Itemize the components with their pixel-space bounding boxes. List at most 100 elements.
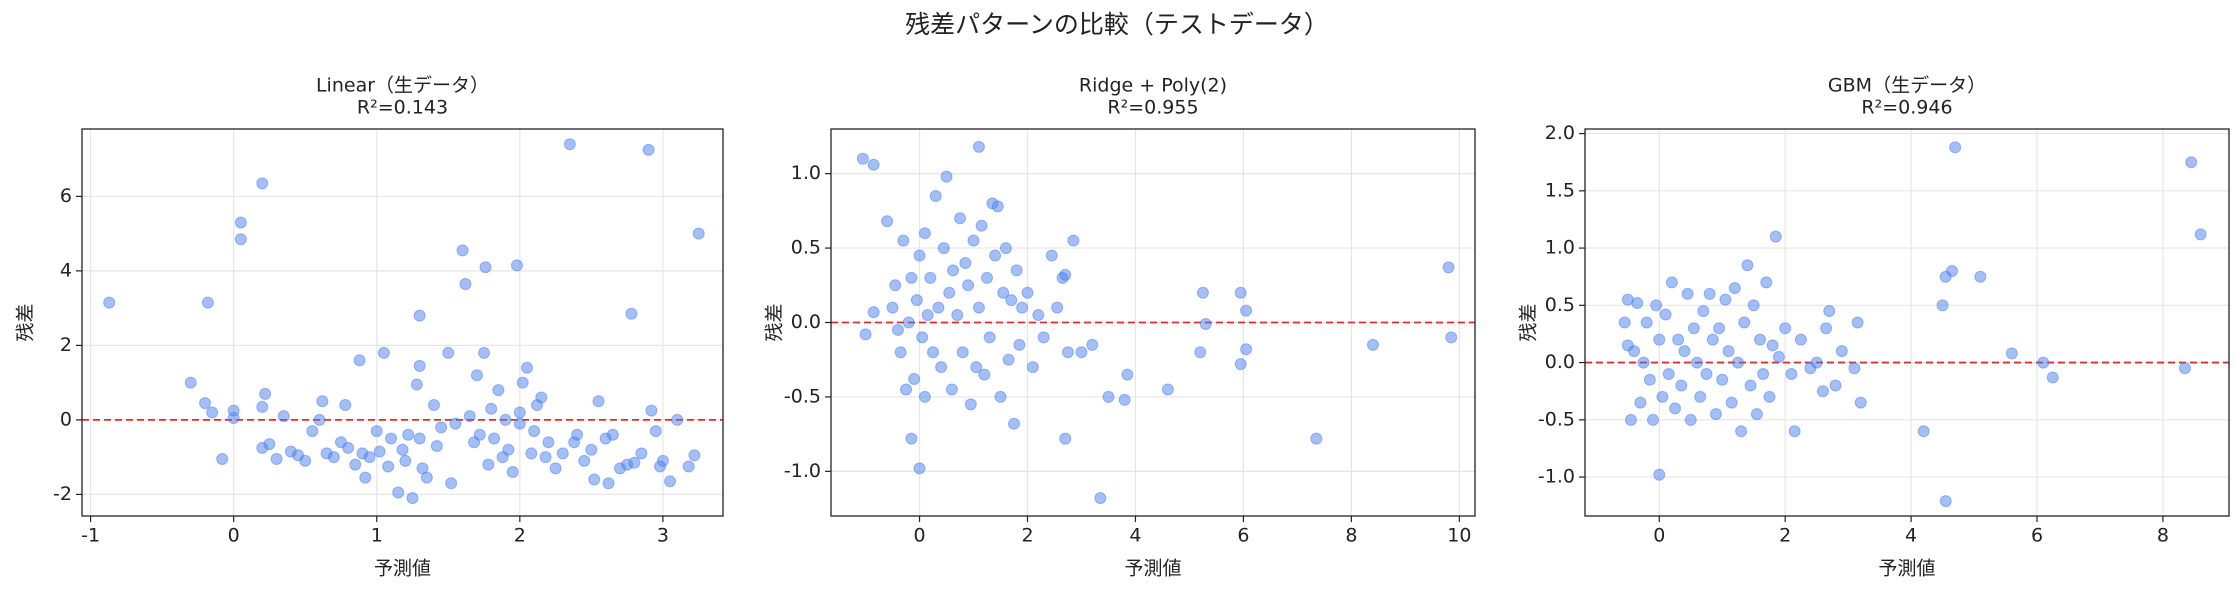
point	[628, 456, 641, 469]
point	[406, 492, 419, 505]
point	[377, 346, 390, 359]
point	[588, 473, 601, 486]
point	[556, 447, 569, 460]
point	[642, 143, 655, 156]
point	[1640, 316, 1653, 329]
point	[463, 410, 476, 423]
point	[1672, 333, 1685, 346]
point	[692, 227, 705, 240]
point	[382, 460, 395, 473]
point	[370, 425, 383, 438]
y-tick-label: 4	[60, 259, 72, 281]
point	[502, 443, 515, 456]
point	[924, 271, 937, 284]
point	[1161, 383, 1174, 396]
point	[479, 261, 492, 274]
point	[1757, 368, 1770, 381]
point	[1634, 396, 1647, 409]
point	[1785, 368, 1798, 381]
point	[1234, 358, 1247, 371]
x-tick-label: 2	[514, 525, 526, 547]
y-axis-label: 残差	[764, 303, 786, 341]
x-tick-label: 8	[2157, 525, 2169, 547]
point	[103, 296, 116, 309]
x-tick-label: 4	[1905, 525, 1917, 547]
point	[549, 462, 562, 475]
point	[859, 328, 872, 341]
point	[456, 244, 469, 257]
point	[2046, 371, 2059, 384]
x-tick-label: 10	[1447, 525, 1471, 547]
axes-frame	[1584, 128, 2230, 517]
point	[1681, 287, 1694, 300]
point	[1823, 305, 1836, 318]
point	[1974, 270, 1987, 283]
point	[427, 399, 440, 412]
y-tick-label: 0.5	[791, 237, 821, 259]
point	[1650, 299, 1663, 312]
y-tick-label: 2.0	[1545, 122, 1575, 144]
point	[2185, 156, 2198, 169]
point	[363, 451, 376, 464]
point	[430, 439, 443, 452]
point	[1196, 286, 1209, 299]
point	[1939, 495, 1952, 508]
point	[1086, 338, 1099, 351]
point	[399, 454, 412, 467]
point	[385, 432, 398, 445]
x-tick-label: -1	[81, 525, 100, 547]
point	[1728, 282, 1741, 295]
point	[994, 390, 1007, 403]
point	[913, 249, 926, 262]
point	[578, 454, 591, 467]
point	[1917, 425, 1930, 438]
point	[1032, 309, 1045, 322]
point	[528, 425, 541, 438]
point	[201, 296, 214, 309]
point	[206, 406, 219, 419]
subplot-subtitle: R²=0.143	[357, 97, 448, 119]
point	[1669, 402, 1682, 415]
point	[571, 428, 584, 441]
point	[445, 477, 458, 490]
point	[927, 346, 940, 359]
point	[525, 447, 538, 460]
point	[263, 438, 276, 451]
point	[1949, 141, 1962, 154]
point	[946, 264, 959, 277]
point	[1820, 322, 1833, 335]
point	[353, 354, 366, 367]
point	[299, 454, 312, 467]
point	[1013, 338, 1026, 351]
x-tick-label: 0	[1653, 525, 1665, 547]
y-tick-label: 0.0	[1545, 351, 1575, 373]
y-axis-label: 残差	[1518, 303, 1540, 341]
point	[563, 138, 576, 151]
point	[1741, 259, 1754, 272]
point	[894, 346, 907, 359]
point	[671, 413, 684, 426]
y-tick-label: -0.5	[1538, 408, 1575, 430]
point	[413, 359, 426, 372]
point	[542, 436, 555, 449]
point	[1700, 368, 1713, 381]
point	[199, 397, 212, 410]
point	[1848, 362, 1861, 375]
x-tick-label: 0	[228, 525, 240, 547]
point	[989, 249, 1002, 262]
point	[967, 234, 980, 247]
point	[1744, 379, 1757, 392]
point	[306, 425, 319, 438]
point	[1094, 492, 1107, 505]
point	[1747, 299, 1760, 312]
point	[482, 458, 495, 471]
point	[602, 477, 615, 490]
point	[478, 346, 491, 359]
point	[975, 219, 988, 232]
point	[2005, 347, 2018, 360]
point	[1102, 390, 1115, 403]
point	[1007, 417, 1020, 430]
point	[1037, 331, 1050, 344]
point	[1697, 305, 1710, 318]
point	[902, 316, 915, 329]
